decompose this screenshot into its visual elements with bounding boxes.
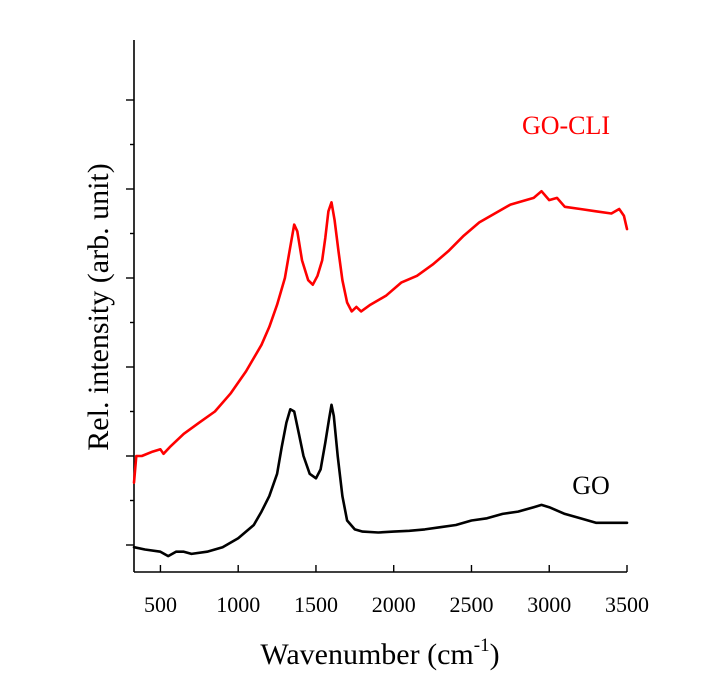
x-axis-title-superscript: -1 bbox=[474, 635, 490, 656]
x-axis-ticks: 500 1000 1500 2000 2500 3000 3500 bbox=[144, 565, 649, 617]
series-label-go-cli: GO-CLI bbox=[522, 111, 610, 140]
x-tick-label: 3500 bbox=[605, 592, 649, 617]
x-tick-label: 2500 bbox=[449, 592, 493, 617]
y-axis-title: Rel. intensity (arb. unit) bbox=[82, 163, 115, 450]
x-tick-label: 1000 bbox=[216, 592, 260, 617]
series-line-go bbox=[132, 403, 629, 558]
x-tick-label: 3000 bbox=[527, 592, 571, 617]
series-lines bbox=[132, 189, 629, 558]
series-line-go-cli bbox=[132, 189, 629, 485]
y-axis-ticks bbox=[126, 99, 134, 546]
series-labels: GO-CLI GO bbox=[522, 111, 610, 500]
x-tick-label: 500 bbox=[144, 592, 177, 617]
x-axis-title-close: ) bbox=[490, 638, 500, 671]
series-label-go: GO bbox=[572, 471, 610, 500]
x-tick-label: 1500 bbox=[294, 592, 338, 617]
x-axis-title-main: Wavenumber (cm bbox=[260, 638, 473, 671]
x-axis-title: Wavenumber (cm-1) bbox=[260, 635, 499, 671]
x-tick-label: 2000 bbox=[372, 592, 416, 617]
